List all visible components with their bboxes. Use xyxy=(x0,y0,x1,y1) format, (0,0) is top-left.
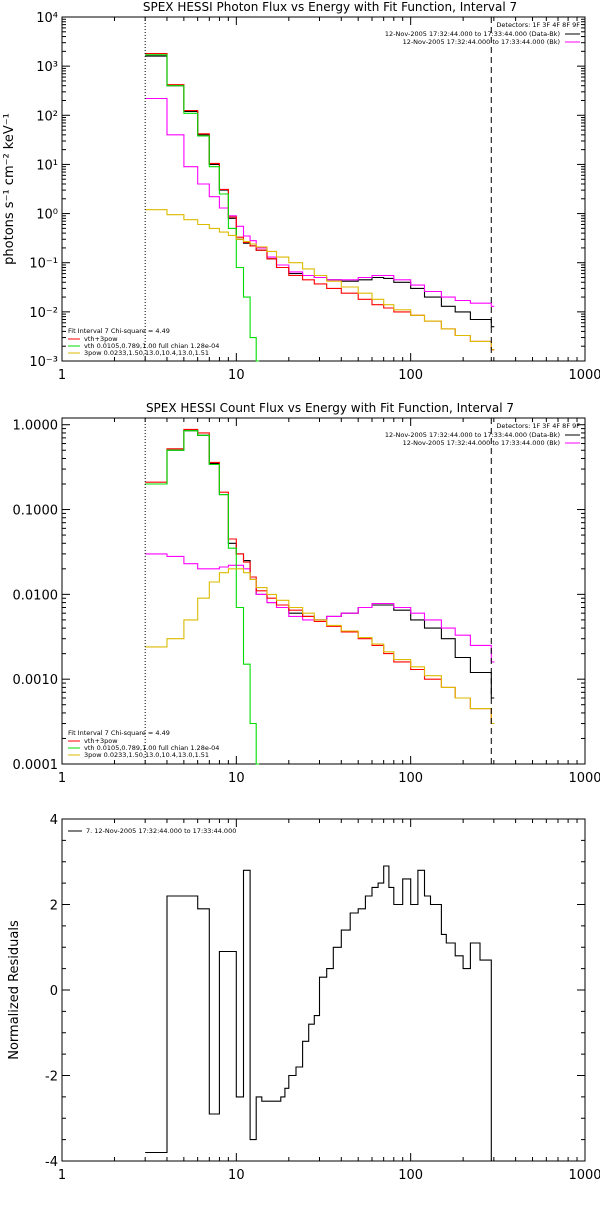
count-flux-legend-right-bk: 12-Nov-2005 17:32:44.000 to 17:33:44.000… xyxy=(403,439,560,447)
residuals-y-axis-label: Normalized Residuals xyxy=(7,920,22,1060)
residuals-xtick-label-3: 1000 xyxy=(568,1168,600,1183)
count-flux-ytick-label-3: 0.1000 xyxy=(13,504,59,519)
photon-flux-xtick-label-3: 1000 xyxy=(568,368,600,383)
count-flux-panel: SPEX HESSI Count Flux vs Energy with Fit… xyxy=(13,401,600,786)
count-flux-plot-frame xyxy=(62,418,585,764)
count-flux-ytick-label-1: 0.0010 xyxy=(13,673,59,688)
photon-flux-ytick-label-2: 10⁻¹ xyxy=(29,257,58,272)
photon-flux-ytick-label-3: 10⁰ xyxy=(36,208,58,223)
photon-flux-ytick-label-7: 10⁴ xyxy=(36,11,58,26)
residuals-series-0 xyxy=(145,866,494,1161)
photon-flux-y-axis-label: photons s⁻¹ cm⁻² keV⁻¹ xyxy=(2,113,17,265)
count-flux-legend-3pow: 3pow 0.0233,1.50,13.0,10.4,13.0,1.51 xyxy=(84,751,209,759)
photon-flux-ytick-label-5: 10² xyxy=(36,109,58,124)
residuals-ytick-label-0: -4 xyxy=(45,1155,58,1170)
count-flux-title: SPEX HESSI Count Flux vs Energy with Fit… xyxy=(146,401,514,415)
count-flux-ytick-label-0: 0.0001 xyxy=(13,758,59,773)
photon-flux-series-3 xyxy=(145,55,259,361)
count-flux-xtick-label-3: 1000 xyxy=(568,771,600,786)
residuals-legend-label: 7. 12-Nov-2005 17:32:44.000 to 17:33:44.… xyxy=(86,827,236,835)
photon-flux-xtick-label-0: 1 xyxy=(58,368,66,383)
photon-flux-detector-label: Detectors: 1F 3F 4F 8F 9F xyxy=(496,21,580,29)
photon-flux-ytick-label-1: 10⁻² xyxy=(29,306,58,321)
photon-flux-plot-frame xyxy=(62,17,585,361)
count-flux-series-3 xyxy=(145,431,259,764)
residuals-ytick-label-1: -2 xyxy=(45,1070,58,1085)
count-flux-legend-fit-header: Fit Interval 7 Chi-square = 4.49 xyxy=(68,729,170,737)
photon-flux-series-4 xyxy=(145,210,494,350)
residuals-xtick-label-2: 100 xyxy=(398,1168,423,1183)
photon-flux-series-0 xyxy=(145,56,494,327)
count-flux-xtick-label-1: 10 xyxy=(228,771,245,786)
residuals-xtick-label-1: 10 xyxy=(228,1168,245,1183)
photon-flux-legend-right-bk: 12-Nov-2005 17:32:44.000 to 17:33:44.000… xyxy=(403,38,560,46)
residuals-plot-frame xyxy=(62,819,585,1161)
photon-flux-legend-right-data: 12-Nov-2005 17:32:44.000 to 17:33:44.000… xyxy=(385,30,560,38)
residuals-ytick-label-3: 2 xyxy=(50,899,58,914)
photon-flux-xtick-label-2: 100 xyxy=(398,368,423,383)
photon-flux-title: SPEX HESSI Photon Flux vs Energy with Fi… xyxy=(143,0,517,14)
photon-flux-ytick-label-0: 10⁻³ xyxy=(29,355,58,370)
count-flux-legend-right-data: 12-Nov-2005 17:32:44.000 to 17:33:44.000… xyxy=(385,431,560,439)
photon-flux-xtick-label-1: 10 xyxy=(228,368,245,383)
photon-flux-panel: SPEX HESSI Photon Flux vs Energy with Fi… xyxy=(2,0,600,383)
count-flux-series-4 xyxy=(145,569,494,724)
count-flux-ytick-label-4: 1.0000 xyxy=(13,419,59,434)
photon-flux-legend-3pow: 3pow 0.0233,1.50,13.0,10.4,13.0,1.51 xyxy=(84,349,209,357)
count-flux-xtick-label-0: 1 xyxy=(58,771,66,786)
count-flux-xtick-label-2: 100 xyxy=(398,771,423,786)
count-flux-detector-label: Detectors: 1F 3F 4F 8F 9F xyxy=(496,422,580,430)
residuals-xtick-label-0: 1 xyxy=(58,1168,66,1183)
count-flux-ytick-label-2: 0.0100 xyxy=(13,588,59,603)
photon-flux-ytick-label-6: 10³ xyxy=(36,60,58,75)
photon-flux-ytick-label-4: 10¹ xyxy=(36,158,58,173)
photon-flux-legend-fit-header: Fit Interval 7 Chi-square = 4.49 xyxy=(68,327,170,335)
residuals-ytick-label-4: 4 xyxy=(50,813,58,828)
residuals-ytick-label-2: 0 xyxy=(50,984,58,999)
